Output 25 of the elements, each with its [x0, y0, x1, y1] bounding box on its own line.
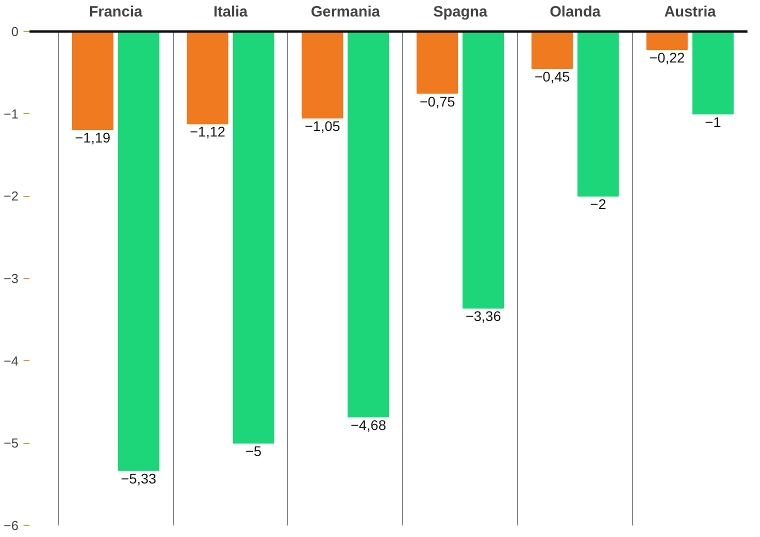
y-tick-label: −4 [4, 353, 19, 368]
data-label: −1,12 [190, 124, 226, 140]
y-tick-label: −3 [4, 271, 19, 286]
y-tick-label: −6 [4, 518, 19, 533]
x-tick-label: Francia [88, 4, 143, 20]
y-tick-label: 0 [11, 24, 19, 39]
x-tick-label: Austria [664, 4, 717, 20]
data-label: −2 [590, 196, 606, 212]
y-tick-label: −1 [4, 106, 19, 122]
data-label: −1 [705, 114, 722, 130]
y-tick-label: −2 [4, 188, 19, 204]
data-label: −5 [246, 443, 262, 460]
x-tick-label: Spagna [433, 4, 488, 20]
x-tick-label: Germania [310, 4, 381, 20]
data-label: −4,68 [350, 416, 386, 433]
data-label: −0,75 [420, 93, 456, 110]
x-tick-label: Italia [213, 4, 248, 20]
data-label: −0,22 [649, 50, 686, 66]
data-label: −1,05 [304, 118, 340, 134]
data-label: −0,45 [534, 68, 570, 85]
data-label: −1,19 [74, 129, 111, 146]
data-label: −3,36 [466, 308, 502, 324]
data-label: −5,33 [120, 470, 157, 486]
x-tick-label: Olanda [550, 4, 602, 20]
y-tick-label: −5 [4, 436, 19, 451]
